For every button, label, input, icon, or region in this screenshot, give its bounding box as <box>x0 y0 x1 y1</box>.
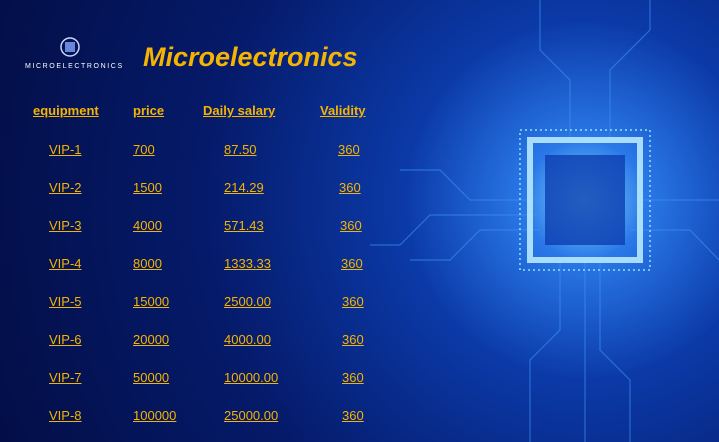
table-cell: 87.50 <box>224 142 257 157</box>
table-cell: 571.43 <box>224 218 264 233</box>
table-cell: 360 <box>342 408 364 423</box>
table-cell: 360 <box>339 180 361 195</box>
column-header: equipment <box>33 103 99 118</box>
table-cell: VIP-5 <box>49 294 82 309</box>
table-cell: 10000.00 <box>224 370 279 385</box>
table-cell: 360 <box>340 218 362 233</box>
table-cell: VIP-8 <box>49 408 82 423</box>
table-cell: VIP-1 <box>49 142 82 157</box>
table-cell: VIP-7 <box>49 370 82 385</box>
table-cell: 25000.00 <box>224 408 279 423</box>
table-cell: 4000 <box>133 218 162 233</box>
title: Microelectronics <box>143 42 358 72</box>
table-cell: 360 <box>341 256 363 271</box>
table-cell: 4000.00 <box>224 332 271 347</box>
table-cell: 1500 <box>133 180 162 195</box>
table-cell: 2500.00 <box>224 294 271 309</box>
table-cell: 1333.33 <box>224 256 271 271</box>
column-header: price <box>133 103 165 118</box>
table-cell: VIP-2 <box>49 180 82 195</box>
table-cell: 15000 <box>133 294 170 309</box>
table-cell: 700 <box>133 142 155 157</box>
column-header: Daily salary <box>203 103 276 118</box>
table-cell: 50000 <box>133 370 170 385</box>
table-cell: 214.29 <box>224 180 264 195</box>
table-cell: 360 <box>338 142 360 157</box>
table-cell: 100000 <box>133 408 177 423</box>
table-cell: VIP-3 <box>49 218 82 233</box>
table-cell: 20000 <box>133 332 170 347</box>
column-header: Validity <box>320 103 366 118</box>
table-cell: 360 <box>342 332 364 347</box>
table-cell: 360 <box>342 294 364 309</box>
table-cell: 360 <box>342 370 364 385</box>
table-cell: VIP-4 <box>49 256 82 271</box>
table-cell: 8000 <box>133 256 162 271</box>
logo-text: MICROELECTRONICS <box>25 63 124 70</box>
table-cell: VIP-6 <box>49 332 82 347</box>
